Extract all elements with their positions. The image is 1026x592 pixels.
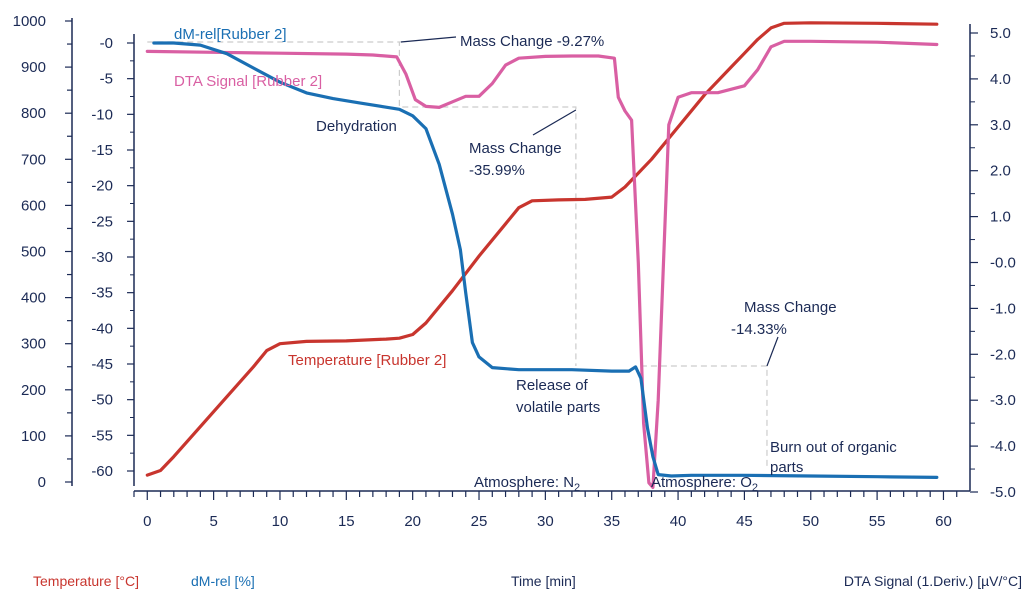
series-label-dta: DTA Signal [Rubber 2]: [174, 73, 322, 90]
annotation-burnout-line1: Burn out of organic: [770, 439, 897, 456]
dta-tick-label: 2.0: [990, 163, 1011, 180]
annotation-mass-change-3: Mass Change: [744, 299, 837, 316]
temperature-tick-label: 700: [21, 151, 46, 168]
leader-mass-change-1: [400, 36, 457, 43]
temperature-tick-label: 500: [21, 244, 46, 261]
x-tick-label: 55: [869, 513, 886, 530]
annotation-release-line1: Release of: [516, 377, 589, 394]
mass-change-guide-2: [640, 365, 768, 468]
dm-tick-label: -30: [91, 249, 113, 266]
dm-tick-label: -40: [91, 320, 113, 337]
dta-tick-label: 1.0: [990, 209, 1011, 226]
temperature-tick-label: 100: [21, 428, 46, 445]
dm-tick-label: -10: [91, 106, 113, 123]
dm-tick-label: -45: [91, 356, 113, 373]
x-tick-label: 35: [603, 513, 620, 530]
temperature-tick-label: 300: [21, 336, 46, 353]
x-tick-label: 0: [143, 513, 151, 530]
axes: 0 5 10 15 20 25 30 35 40 45 50 55 600100200300400500…: [13, 13, 1016, 530]
x-tick-label: 45: [736, 513, 753, 530]
axis-title-dm: dM-rel [%]: [191, 573, 255, 589]
annotation-mass-change-1: Mass Change -9.27%: [460, 33, 604, 50]
x-tick-label: 15: [338, 513, 355, 530]
annotation-mass-change-3-value: -14.33%: [731, 321, 787, 338]
dta-tick-label: 4.0: [990, 71, 1011, 88]
temperature-tick-label: 0: [38, 474, 46, 491]
dm-tick-label: -0: [100, 35, 113, 52]
annotation-mass-change-2: Mass Change: [469, 140, 562, 157]
series-line-dta: [145, 39, 939, 489]
series-label-dm: dM-rel[Rubber 2]: [174, 26, 287, 43]
annotation-burnout-line2: parts: [770, 459, 803, 476]
x-tick-label: 25: [471, 513, 488, 530]
axis-title-time: Time [min]: [511, 573, 576, 589]
dta-tick-label: -0.0: [990, 255, 1016, 272]
series-label-temperature: Temperature [Rubber 2]: [288, 352, 446, 369]
axis-title-temperature: Temperature [°C]: [33, 573, 139, 589]
series-line-dm: [152, 41, 939, 479]
x-tick-label: 40: [670, 513, 687, 530]
temperature-tick-label: 200: [21, 382, 46, 399]
x-tick-label: 50: [802, 513, 819, 530]
temperature-tick-label: 600: [21, 197, 46, 214]
dm-tick-label: -25: [91, 213, 113, 230]
axis-title-dta: DTA Signal (1.Deriv.) [µV/°C]: [844, 573, 1022, 589]
x-tick-label: 10: [272, 513, 289, 530]
dm-tick-label: -20: [91, 178, 113, 195]
dta-tick-label: 5.0: [990, 25, 1011, 42]
x-tick-label: 20: [404, 513, 421, 530]
dta-tick-label: -1.0: [990, 300, 1016, 317]
dta-tick-label: -5.0: [990, 484, 1016, 501]
dta-tick-label: -4.0: [990, 438, 1016, 455]
x-tick-label: 5: [209, 513, 217, 530]
leader-mass-change-2: [532, 109, 577, 136]
leader-mass-change-3: [766, 336, 779, 367]
mass-change-guide-1: [147, 41, 577, 366]
temperature-tick-label: 900: [21, 59, 46, 76]
mass-change-guides: [147, 36, 779, 468]
series-lines: [145, 21, 939, 489]
annotation-release-line2: volatile parts: [516, 399, 600, 416]
temperature-tick-label: 1000: [13, 13, 46, 30]
series-line-temperature: [145, 21, 939, 477]
dm-tick-label: -35: [91, 285, 113, 302]
dm-tick-label: -60: [91, 463, 113, 480]
temperature-tick-label: 400: [21, 290, 46, 307]
annotation-atmosphere-o2: Atmosphere: O2: [651, 474, 758, 494]
dta-tick-label: -2.0: [990, 346, 1016, 363]
x-tick-label: 30: [537, 513, 554, 530]
dm-tick-label: -5: [100, 71, 113, 88]
annotation-dehydration: Dehydration: [316, 118, 397, 135]
annotation-atmosphere-n2: Atmosphere: N2: [474, 474, 580, 494]
annotation-mass-change-2-value: -35.99%: [469, 162, 525, 179]
dm-tick-label: -15: [91, 142, 113, 159]
dm-tick-label: -55: [91, 427, 113, 444]
x-tick-label: 60: [935, 513, 952, 530]
temperature-tick-label: 800: [21, 105, 46, 122]
dm-tick-label: -50: [91, 392, 113, 409]
dta-tick-label: 3.0: [990, 117, 1011, 134]
dta-tick-label: -3.0: [990, 392, 1016, 409]
